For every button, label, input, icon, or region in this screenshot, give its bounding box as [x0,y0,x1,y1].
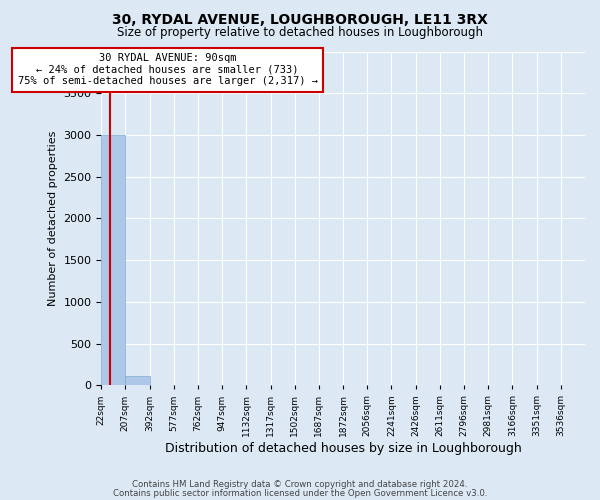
Bar [101,135,125,386]
X-axis label: Distribution of detached houses by size in Loughborough: Distribution of detached houses by size … [165,442,521,455]
Text: 30, RYDAL AVENUE, LOUGHBOROUGH, LE11 3RX: 30, RYDAL AVENUE, LOUGHBOROUGH, LE11 3RX [112,12,488,26]
Text: Contains HM Land Registry data © Crown copyright and database right 2024.: Contains HM Land Registry data © Crown c… [132,480,468,489]
Bar [125,376,149,386]
Text: Size of property relative to detached houses in Loughborough: Size of property relative to detached ho… [117,26,483,39]
Text: 30 RYDAL AVENUE: 90sqm
← 24% of detached houses are smaller (733)
75% of semi-de: 30 RYDAL AVENUE: 90sqm ← 24% of detached… [17,54,317,86]
Text: Contains public sector information licensed under the Open Government Licence v3: Contains public sector information licen… [113,488,487,498]
Y-axis label: Number of detached properties: Number of detached properties [48,130,58,306]
